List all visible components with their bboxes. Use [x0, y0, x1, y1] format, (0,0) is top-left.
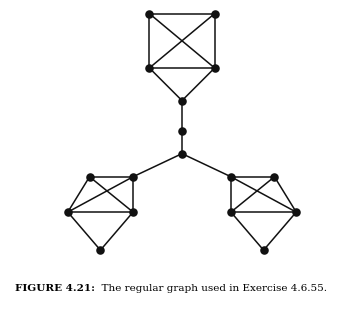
Point: [179, 128, 185, 133]
Point: [261, 248, 266, 253]
Point: [146, 11, 152, 16]
Point: [146, 66, 152, 70]
Point: [228, 174, 234, 179]
Text: FIGURE 4.21:: FIGURE 4.21:: [15, 284, 95, 293]
Point: [98, 248, 103, 253]
Point: [293, 210, 299, 214]
Point: [65, 210, 71, 214]
Point: [228, 210, 234, 214]
Point: [130, 174, 136, 179]
Point: [179, 151, 185, 156]
Point: [212, 11, 218, 16]
Point: [130, 210, 136, 214]
Point: [87, 174, 92, 179]
Point: [212, 66, 218, 70]
Text: The regular graph used in Exercise 4.6.55.: The regular graph used in Exercise 4.6.5…: [95, 284, 327, 293]
Point: [179, 98, 185, 103]
Point: [272, 174, 277, 179]
